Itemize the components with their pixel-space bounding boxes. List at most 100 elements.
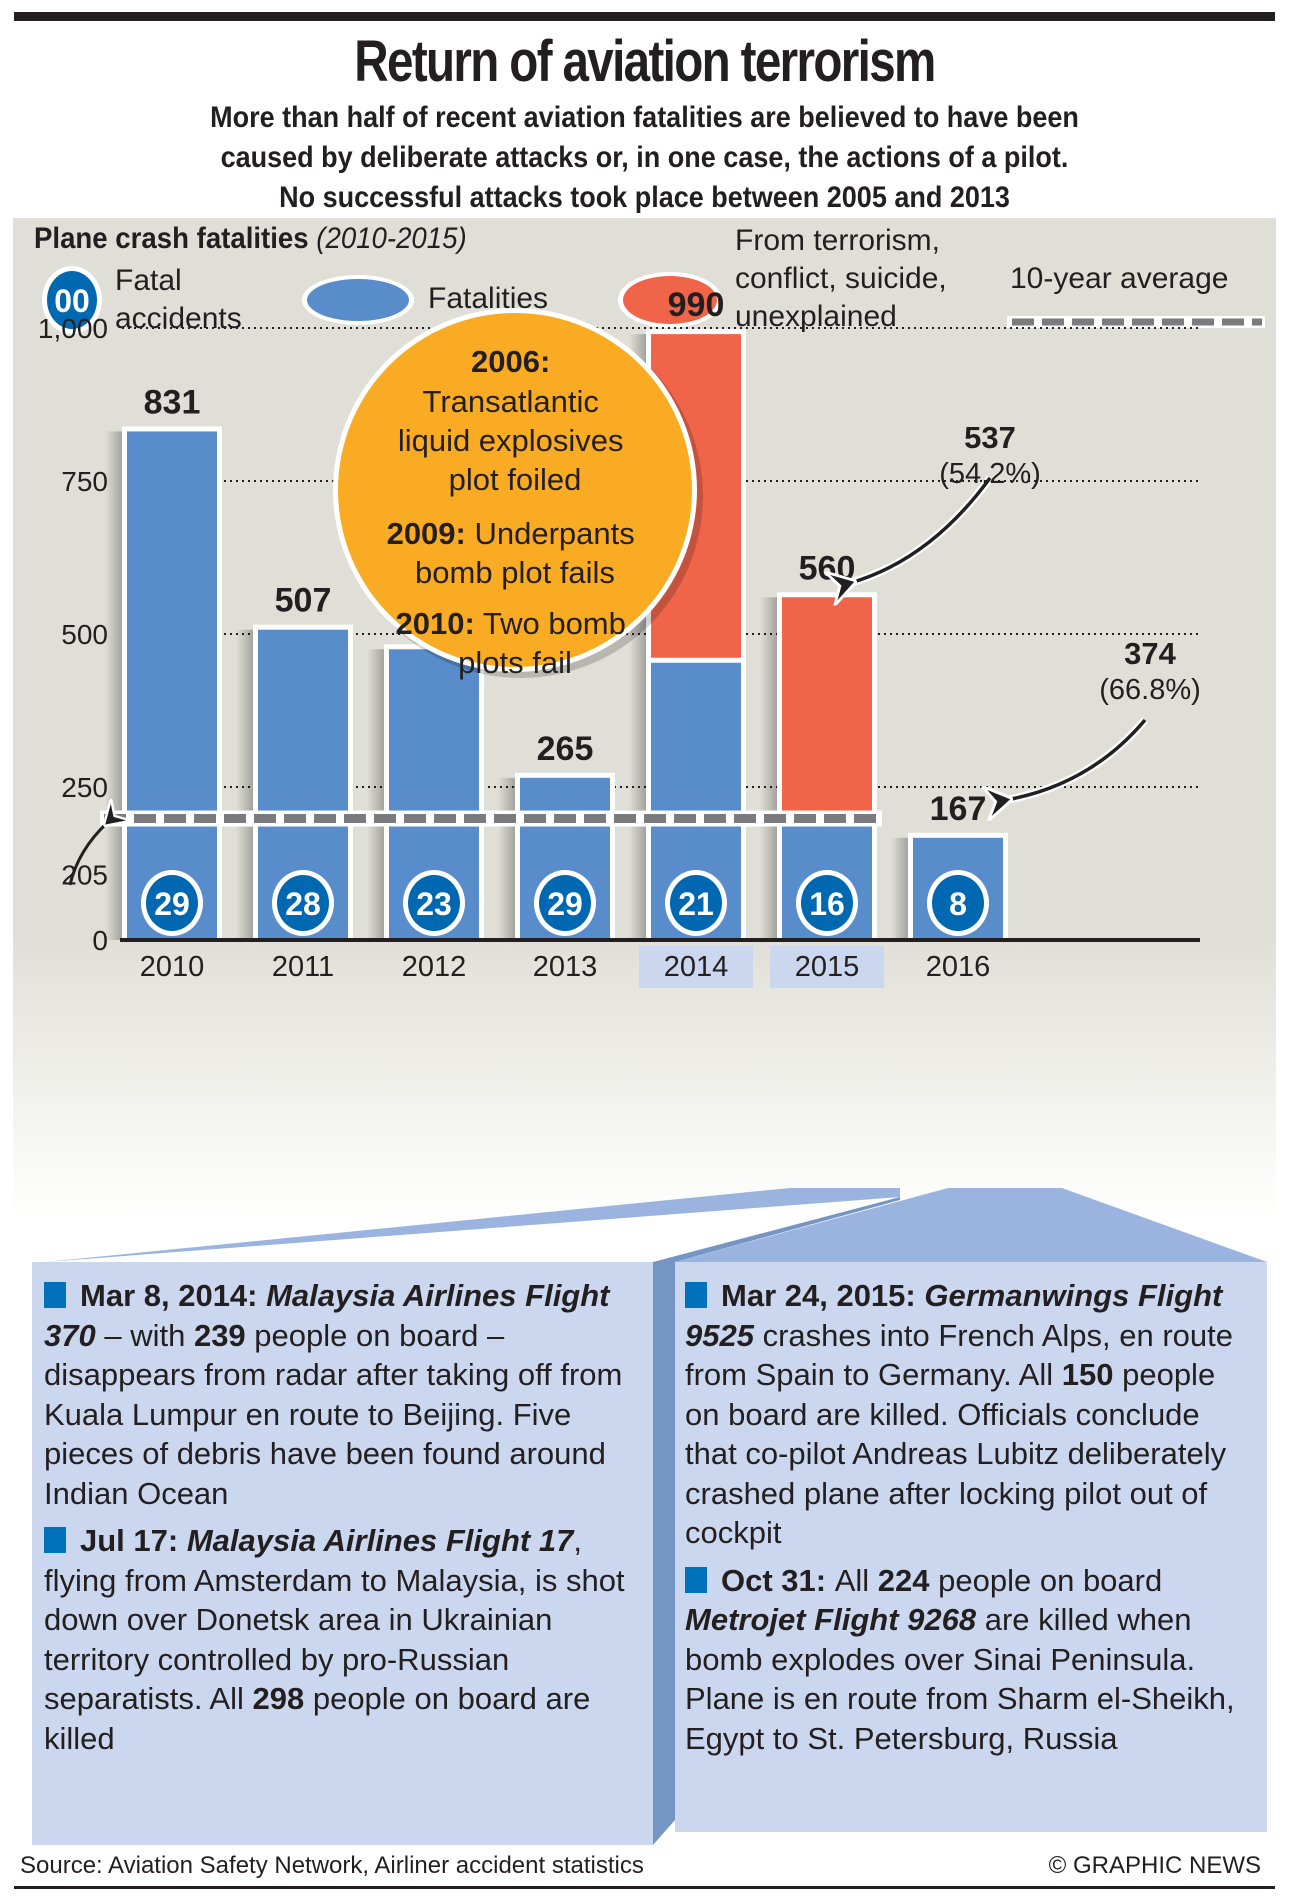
- bar-value-label-2015: 560: [799, 549, 856, 587]
- accident-badge-2015: [801, 875, 853, 931]
- y-tick-label: 750: [61, 466, 108, 497]
- highlight-tab-2015: [770, 946, 884, 988]
- event-text: , flying from Amsterdam to Malaysia, is …: [44, 1523, 625, 1716]
- event-text: people on board are killed: [44, 1681, 591, 1756]
- connector-2014: [45, 1188, 900, 1262]
- annotation-value-2014: 537: [964, 420, 1016, 455]
- event-bold-text: 239: [193, 1317, 246, 1353]
- event-flight-name: Metrojet Flight 9268: [685, 1602, 977, 1637]
- callout-bubble: 2006: Transatlantic liquid explosives pl…: [333, 308, 703, 680]
- source-note: Source: Aviation Safety Network, Airline…: [20, 1852, 644, 1879]
- connector-2015: [675, 1188, 1267, 1262]
- event-bold-text: Mar 24, 2015:: [721, 1278, 925, 1313]
- svg-text:2009: Underpants bomb pl: 2009: Underpants bomb plot fails: [387, 516, 644, 590]
- subtitle-line: More than half of recent aviation fatali…: [210, 101, 1079, 134]
- callout-line: plots fail: [458, 645, 572, 680]
- bottom-rule: [14, 1886, 1275, 1889]
- event-entry-right-1: Oct 31: All 224 people on board Metrojet…: [685, 1561, 1257, 1759]
- y-tick-label: 1,000: [38, 313, 108, 344]
- legend-average-label: 10-year average: [1010, 262, 1229, 295]
- bar-shadow: [367, 649, 389, 940]
- accident-count-2012: 23: [416, 886, 452, 922]
- event-bold-text: Jul 17:: [80, 1523, 187, 1558]
- callout-year-2010: 2010:: [396, 606, 475, 641]
- legend-terrorism-label: From terrorism, conflict, suicide, unexp…: [735, 222, 947, 336]
- legend-label-line: From terrorism,: [735, 224, 940, 257]
- x-tick-label-2015: 2015: [795, 951, 860, 983]
- chart-title-text: Plane crash fatalities: [34, 222, 309, 255]
- accident-count-2014: 21: [678, 886, 714, 922]
- legend-fatal-accidents-icon: 00: [42, 266, 102, 334]
- event-bold-text: 298: [252, 1681, 305, 1716]
- annotation-arrow-2014: [850, 476, 992, 583]
- accident-badge-2011: [277, 875, 329, 931]
- legend-label-line: conflict, suicide,: [735, 262, 947, 295]
- legend-label-line: Fatal: [115, 264, 182, 297]
- callout-line: Two bomb: [483, 606, 626, 641]
- average-value-label: 205: [61, 860, 108, 891]
- subtitle-line: caused by deliberate attacks or, in one …: [220, 141, 1069, 174]
- annotation-arrow-2015: [1006, 718, 1147, 800]
- legend-badge-text: 00: [54, 283, 90, 319]
- legend-label-line: accidents: [115, 302, 242, 335]
- annotation-value-2015: 374: [1124, 636, 1176, 671]
- event-text: All: [834, 1562, 878, 1598]
- event-bold-text: 224: [877, 1562, 930, 1598]
- svg-text:2006: Transatlantic: 2006: Transatlantic liquid explosives pl…: [398, 344, 632, 497]
- accident-count-2013: 29: [547, 886, 583, 922]
- event-text: are killed when bomb explodes over Sinai…: [685, 1602, 1235, 1756]
- x-tick-label-2013: 2013: [533, 951, 598, 983]
- bar-value-label-2013: 265: [537, 730, 594, 768]
- bar-shadow: [891, 837, 913, 940]
- accident-count-2010: 29: [154, 886, 190, 922]
- bar-shadow: [760, 597, 782, 940]
- accident-badge-2012: [408, 875, 460, 931]
- x-tick-label-2016: 2016: [926, 951, 991, 983]
- bar-value-label-2011: 507: [275, 582, 332, 620]
- bullet-square-icon: [44, 1282, 66, 1308]
- x-tick-label-2011: 2011: [272, 951, 334, 983]
- callout-year-2006: 2006:: [471, 344, 550, 379]
- event-flight-name: Malaysia Airlines Flight 17: [186, 1523, 574, 1558]
- legend-label-line: unexplained: [735, 300, 897, 333]
- legend-fatalities-swatch: [302, 275, 414, 325]
- accident-badge-2014: [670, 875, 722, 931]
- events-2014-box: Mar 8, 2014: Malaysia Airlines Flight 37…: [32, 1262, 653, 1845]
- bullet-square-icon: [685, 1282, 707, 1308]
- event-flight-name: Malaysia Airlines Flight 370: [44, 1278, 610, 1353]
- event-text: people on board – disappears from radar …: [44, 1317, 623, 1511]
- event-text: – with: [95, 1317, 194, 1353]
- bar-shadow: [236, 629, 258, 940]
- x-tick-label-2012: 2012: [402, 951, 467, 983]
- event-bold-text: 150: [1061, 1357, 1114, 1392]
- bullet-square-icon: [44, 1527, 66, 1553]
- event-entry-left-0: Mar 8, 2014: Malaysia Airlines Flight 37…: [44, 1276, 641, 1513]
- callout-line: Underpants: [475, 516, 635, 551]
- highlight-tab-2014: [639, 946, 753, 988]
- event-flight-name: Germanwings Flight 9525: [685, 1278, 1223, 1353]
- chart-title-period: (2010-2015): [316, 222, 467, 255]
- callout-line: liquid explosives: [398, 423, 624, 458]
- y-tick-label: 0: [92, 925, 108, 956]
- subtitle: More than half of recent aviation fatali…: [0, 98, 1289, 218]
- annotation-pct-2014: (54.2%): [939, 458, 1041, 490]
- y-tick-label: 500: [61, 619, 108, 650]
- callout-line: plot foiled: [449, 462, 582, 497]
- events-2015-box: Mar 24, 2015: Germanwings Flight 9525 cr…: [675, 1262, 1267, 1832]
- accident-count-2015: 16: [809, 886, 845, 922]
- x-tick-label-2010: 2010: [140, 951, 205, 983]
- accident-badge-2010: [146, 875, 198, 931]
- subtitle-line: No successful attacks took place between…: [279, 181, 1010, 214]
- event-text: people on board are killed. Officials co…: [685, 1357, 1227, 1550]
- legend-terrorism-swatch: [618, 272, 722, 328]
- annotation-arrow-outline-2014: [848, 475, 994, 587]
- bar-value-label-2010: 831: [144, 383, 201, 421]
- event-entry-left-1: Jul 17: Malaysia Airlines Flight 17, fly…: [44, 1521, 641, 1758]
- legend-fatal-accidents-label: Fatal accidents: [115, 262, 242, 338]
- callout-year-2009: 2009:: [387, 516, 466, 551]
- event-entry-right-0: Mar 24, 2015: Germanwings Flight 9525 cr…: [685, 1276, 1257, 1553]
- chart-title: Plane crash fatalities (2010-2015): [34, 222, 467, 256]
- average-line-pointer-arrow: [68, 822, 108, 886]
- accident-count-2011: 28: [285, 886, 321, 922]
